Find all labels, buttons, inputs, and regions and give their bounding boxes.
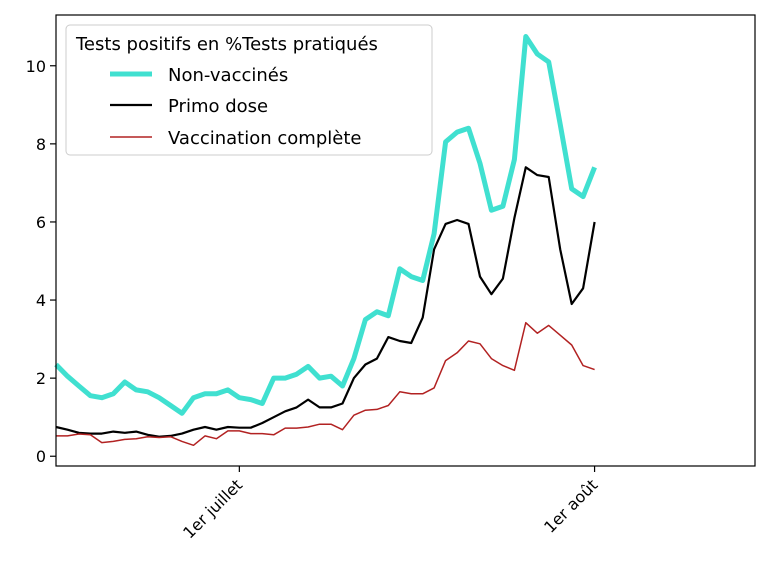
- legend-title: Tests positifs en %Tests pratiqués: [75, 34, 378, 55]
- series-line-primo-dose: [55, 166, 596, 438]
- plot-frame: [55, 14, 756, 467]
- y-tick-label-6: 6: [36, 213, 46, 232]
- y-tick-label-4: 4: [36, 291, 46, 310]
- y-tick-label-10: 10: [26, 57, 46, 76]
- legend-box: [65, 24, 433, 156]
- series-layer: [54, 34, 597, 447]
- legend: Tests positifs en %Tests pratiqués Non-v…: [65, 24, 433, 156]
- series-line-non-vaccines: [54, 34, 597, 416]
- legend-label-non-vaccines: Non-vaccinés: [168, 65, 288, 86]
- y-tick-label-2: 2: [36, 369, 46, 388]
- y-axis: 0 2 4 6 8 10: [26, 57, 56, 466]
- y-tick-label-0: 0: [36, 447, 46, 466]
- y-tick-label-8: 8: [36, 135, 46, 154]
- legend-label-vaccination-complete: Vaccination complète: [168, 128, 361, 149]
- legend-label-primo-dose: Primo dose: [168, 96, 268, 117]
- series-line-vaccination-complete: [56, 321, 595, 447]
